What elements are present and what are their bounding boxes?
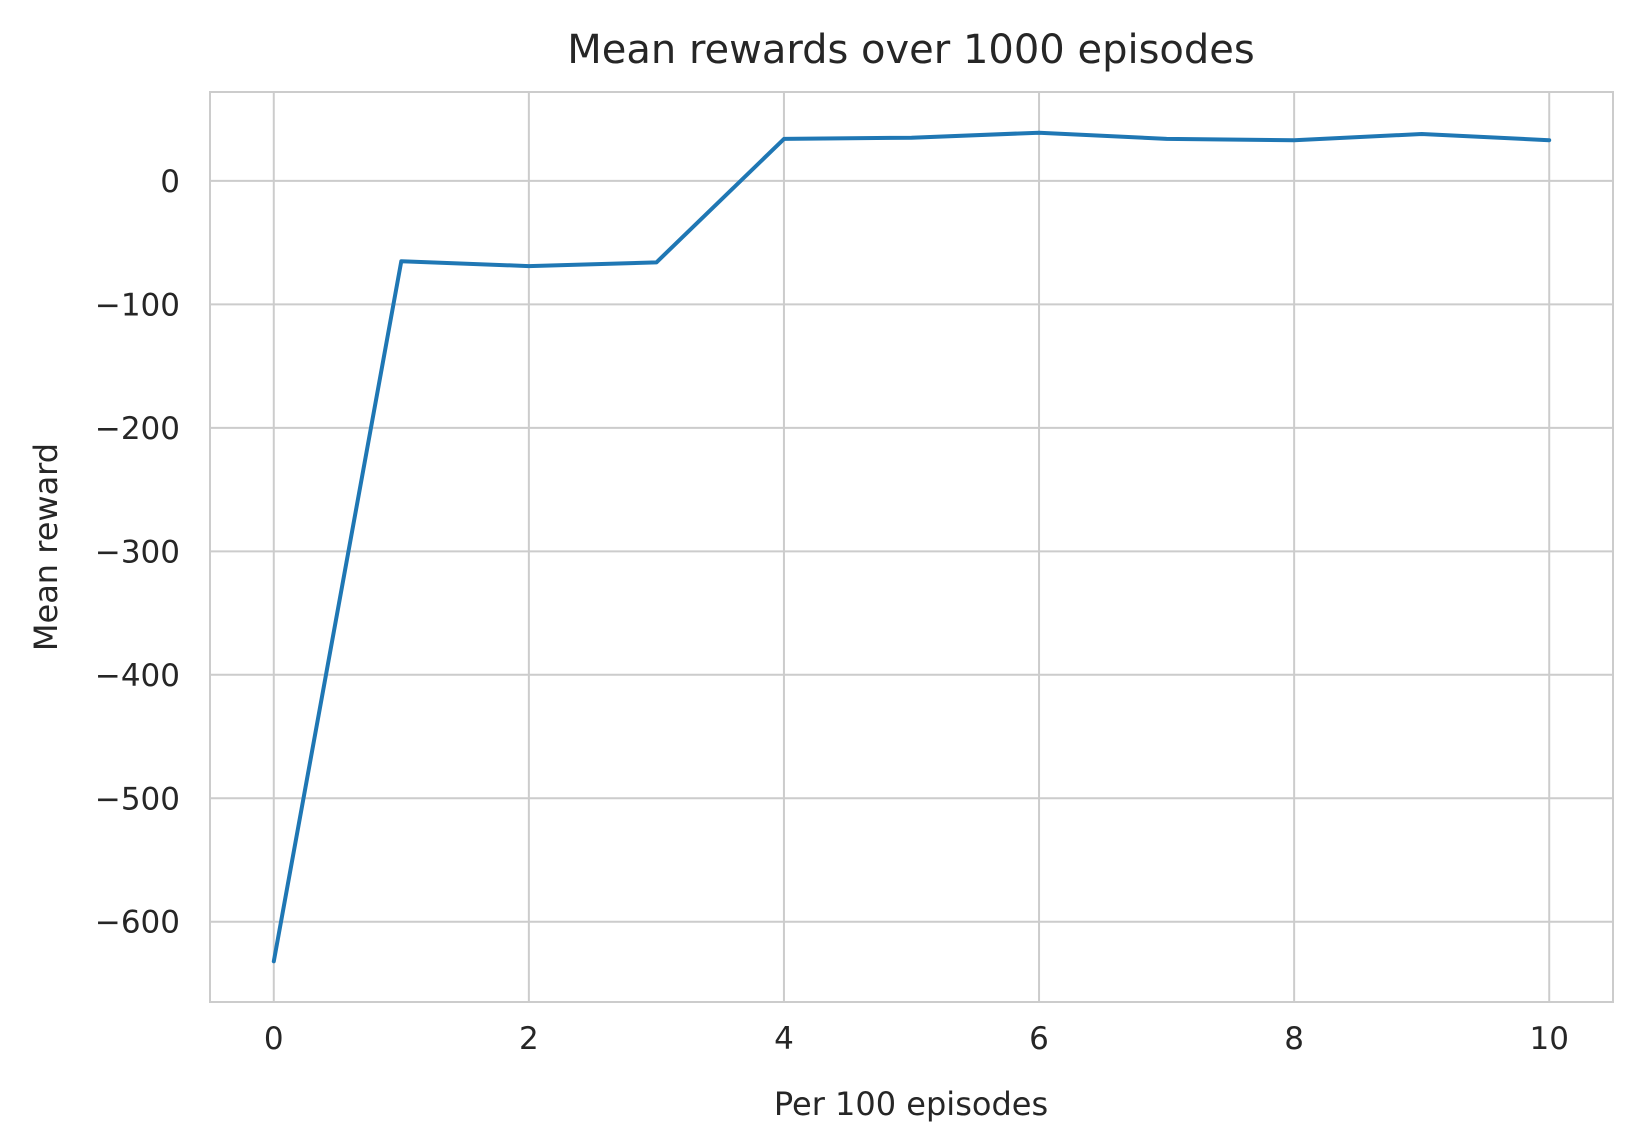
y-tick-label: −400 — [95, 658, 180, 694]
chart-title: Mean rewards over 1000 episodes — [567, 27, 1254, 73]
x-tick-label: 2 — [519, 1021, 539, 1057]
x-tick-label: 0 — [264, 1021, 284, 1057]
y-tick-label: −100 — [95, 287, 180, 323]
x-tick-label: 8 — [1284, 1021, 1304, 1057]
x-tick-label: 10 — [1530, 1021, 1569, 1057]
x-tick-label: 4 — [774, 1021, 794, 1057]
x-tick-label: 6 — [1029, 1021, 1049, 1057]
y-tick-labels: 0 −100 −200 −300 −400 −500 −600 — [95, 164, 180, 941]
x-axis-label: Per 100 episodes — [774, 1085, 1048, 1123]
y-axis-label: Mean reward — [27, 443, 65, 651]
grid — [210, 92, 1613, 1002]
y-tick-label: −200 — [95, 411, 180, 447]
x-tick-labels: 0 2 4 6 8 10 — [264, 1021, 1569, 1057]
series-layer — [271, 130, 1552, 964]
series-line — [271, 130, 1552, 964]
y-tick-label: −500 — [95, 781, 180, 817]
y-tick-label: −600 — [95, 905, 180, 941]
y-tick-label: 0 — [160, 164, 180, 200]
y-tick-label: −300 — [95, 534, 180, 570]
plot-frame — [209, 91, 1614, 1003]
